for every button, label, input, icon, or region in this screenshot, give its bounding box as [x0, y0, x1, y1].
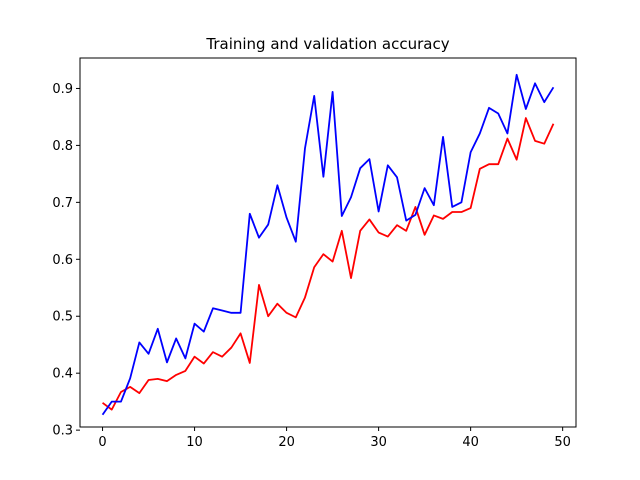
y-tick-label: 0.9: [52, 82, 73, 97]
plot-lines: [101, 73, 555, 416]
y-tick-label: 0.8: [52, 139, 73, 154]
y-tick-label: 0.5: [52, 310, 73, 325]
x-tick-label: 30: [370, 435, 387, 450]
plot-frame: [79, 57, 577, 428]
chart-title: Training and validation accuracy: [205, 35, 449, 53]
series-line-2: [101, 73, 555, 416]
y-tick-label: 0.3: [52, 424, 73, 439]
x-tick-label: 20: [278, 435, 295, 450]
x-tick-label: 40: [462, 435, 479, 450]
x-tick-label: 0: [98, 435, 106, 450]
x-axis: 0 10 20 30 40 50: [98, 427, 571, 450]
y-axis: 0.3 0.4 0.5 0.6 0.7 0.8 0.9: [52, 82, 80, 439]
x-tick-label: 50: [554, 435, 571, 450]
y-tick-label: 0.7: [52, 196, 73, 211]
series-line-1: [102, 117, 555, 411]
x-tick-label: 10: [186, 435, 203, 450]
y-tick-label: 0.6: [52, 253, 73, 268]
y-tick-label: 0.4: [52, 367, 73, 382]
